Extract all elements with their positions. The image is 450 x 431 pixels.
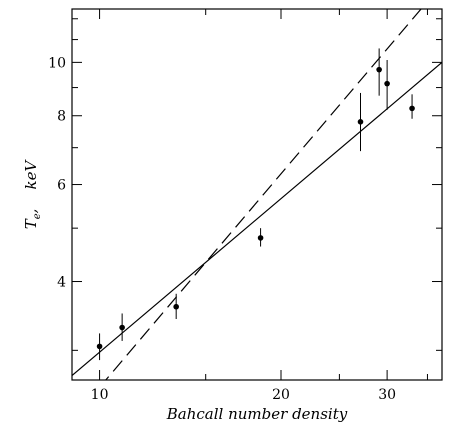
y-tick-label: 10 [48, 55, 66, 71]
data-point [119, 324, 125, 331]
y-tick-label: 6 [57, 178, 66, 194]
dashed-fit-line [105, 9, 422, 380]
axis-ticks [72, 9, 442, 380]
data-point [376, 66, 382, 73]
x-tick-labels: 10 20 30 [91, 387, 396, 403]
data-point [384, 80, 390, 87]
solid-fit-line [72, 61, 442, 376]
y-axis-title: Te, keV [22, 159, 43, 230]
svg-text:Te, keV: Te, keV [22, 159, 43, 230]
x-tick-label: 10 [91, 387, 109, 403]
fit-lines [72, 9, 442, 380]
data-point [357, 118, 364, 125]
y-tick-label: 8 [57, 109, 66, 125]
x-tick-label: 20 [272, 387, 290, 403]
y-tick-labels: 4 6 8 10 [48, 55, 66, 290]
data-point [96, 343, 103, 350]
y-tick-label: 4 [57, 275, 66, 291]
x-tick-label: 30 [378, 387, 396, 403]
data-points [96, 48, 415, 361]
data-point [173, 303, 179, 310]
data-point [409, 105, 415, 112]
data-point [257, 235, 264, 241]
plot-frame [71, 8, 443, 381]
y-axis-title-sub: e [32, 213, 43, 219]
y-axis-title-main: T [22, 218, 40, 229]
x-axis-title: Bahcall number density [166, 405, 348, 423]
y-axis-title-rest: , keV [22, 159, 40, 214]
